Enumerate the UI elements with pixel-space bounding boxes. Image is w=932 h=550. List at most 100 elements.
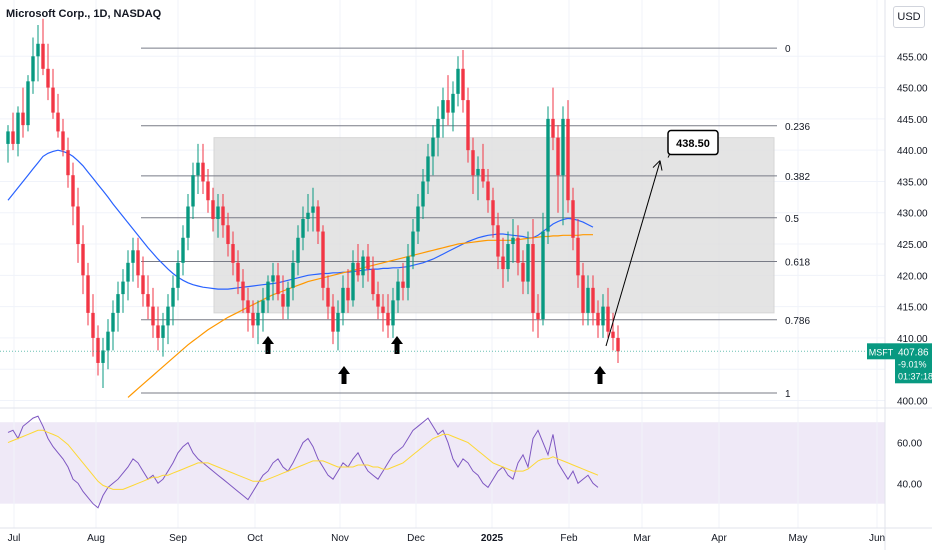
candle-body xyxy=(266,281,270,301)
candle-body xyxy=(241,281,245,301)
support-arrow-icon xyxy=(262,336,274,354)
candle-body xyxy=(476,168,480,176)
candle-body xyxy=(406,256,410,288)
candle-body xyxy=(291,262,295,288)
price-axis-label: 435.00 xyxy=(897,177,928,188)
rsi-line xyxy=(7,415,599,509)
candle-body xyxy=(416,206,420,232)
candle-body xyxy=(216,206,220,220)
price-axis-label: 425.00 xyxy=(897,240,928,251)
candle-body xyxy=(556,137,560,176)
price-tag-value: 407.86 xyxy=(898,347,929,358)
candle-body xyxy=(521,262,525,282)
price-tag xyxy=(895,343,932,384)
candle-body xyxy=(311,206,315,213)
candle-body xyxy=(351,262,355,301)
support-arrow-icon xyxy=(594,366,606,384)
candle-body xyxy=(471,150,475,176)
time-axis-label: Dec xyxy=(407,533,425,544)
candle-body xyxy=(581,275,585,313)
candle-body xyxy=(326,287,330,307)
moving-average-slow-line xyxy=(127,234,593,398)
candle-body xyxy=(76,206,80,245)
candle-body xyxy=(501,256,505,270)
candle-body xyxy=(136,250,140,276)
candle-body xyxy=(166,306,170,326)
candle-body xyxy=(246,300,250,313)
candle-body xyxy=(141,275,145,295)
fib-level-label: 0.5 xyxy=(785,214,799,225)
price-axis-label: 400.00 xyxy=(897,396,928,407)
time-axis-label: Feb xyxy=(560,533,578,544)
candle-body xyxy=(41,43,45,69)
price-axis-label: 450.00 xyxy=(897,84,928,95)
candle-body xyxy=(421,181,425,207)
candle-body xyxy=(201,162,205,182)
candle-body xyxy=(26,81,30,126)
support-arrow-icon xyxy=(391,336,403,354)
candle-body xyxy=(461,68,465,101)
symbol-tag xyxy=(867,343,895,360)
candle-body xyxy=(451,93,455,113)
time-axis-label: Jun xyxy=(869,533,885,544)
candle-body xyxy=(106,331,110,351)
price-axis-label: 455.00 xyxy=(897,52,928,63)
target-label-text: 438.50 xyxy=(676,138,710,150)
candle-body xyxy=(191,175,195,207)
candle-body xyxy=(211,200,215,220)
fib-level-label: 1 xyxy=(785,389,791,400)
candle-body xyxy=(436,118,440,138)
candle-body xyxy=(21,112,25,126)
candle-body xyxy=(446,100,450,113)
candle-body xyxy=(146,294,150,307)
time-axis-label: Aug xyxy=(87,533,105,544)
fib-level-label: 0.236 xyxy=(785,122,810,133)
candle-body xyxy=(56,112,60,132)
candle-body xyxy=(531,244,535,313)
candle-body xyxy=(546,118,550,232)
candle-body xyxy=(281,294,285,307)
candle-body xyxy=(561,118,565,176)
candle-body xyxy=(381,306,385,313)
time-axis-label: 2025 xyxy=(481,533,504,544)
candle-body xyxy=(551,118,555,138)
candle-body xyxy=(16,112,20,144)
time-axis-label: Mar xyxy=(633,533,651,544)
candle-body xyxy=(536,312,540,320)
candle-body xyxy=(31,56,35,82)
candle-body xyxy=(126,262,130,282)
fib-level-label: 0 xyxy=(785,44,791,55)
fib-level-label: 0.618 xyxy=(785,258,810,269)
projection-arrowhead-icon xyxy=(652,160,663,171)
moving-average-fast-line xyxy=(7,149,594,290)
candle-body xyxy=(121,281,125,295)
candle-body xyxy=(151,306,155,326)
candle-body xyxy=(401,281,405,288)
candle-body xyxy=(426,156,430,182)
time-axis-label: Sep xyxy=(169,533,187,544)
price-axis-label: 440.00 xyxy=(897,146,928,157)
candle-body xyxy=(336,312,340,332)
candle-body xyxy=(301,219,305,238)
price-tag-change: -9.01% xyxy=(898,359,927,369)
candle-body xyxy=(276,275,280,295)
time-axis-label: Oct xyxy=(247,533,263,544)
candle-body xyxy=(466,100,470,151)
candle-body xyxy=(571,200,575,238)
candle-body xyxy=(156,325,160,338)
candle-body xyxy=(486,181,490,201)
candle-body xyxy=(491,200,495,226)
candle-body xyxy=(71,175,75,207)
price-axis-label: 420.00 xyxy=(897,271,928,282)
candle-body xyxy=(361,256,365,276)
candle-body xyxy=(516,237,520,263)
candle-body xyxy=(321,231,325,288)
fib-level-label: 0.382 xyxy=(785,172,810,183)
support-arrow-icon xyxy=(338,366,350,384)
price-axis-label: 410.00 xyxy=(897,334,928,345)
candle-body xyxy=(256,312,260,326)
currency-selector[interactable]: USD xyxy=(893,6,925,28)
time-axis-label: Nov xyxy=(331,533,349,544)
candle-body xyxy=(456,68,460,94)
